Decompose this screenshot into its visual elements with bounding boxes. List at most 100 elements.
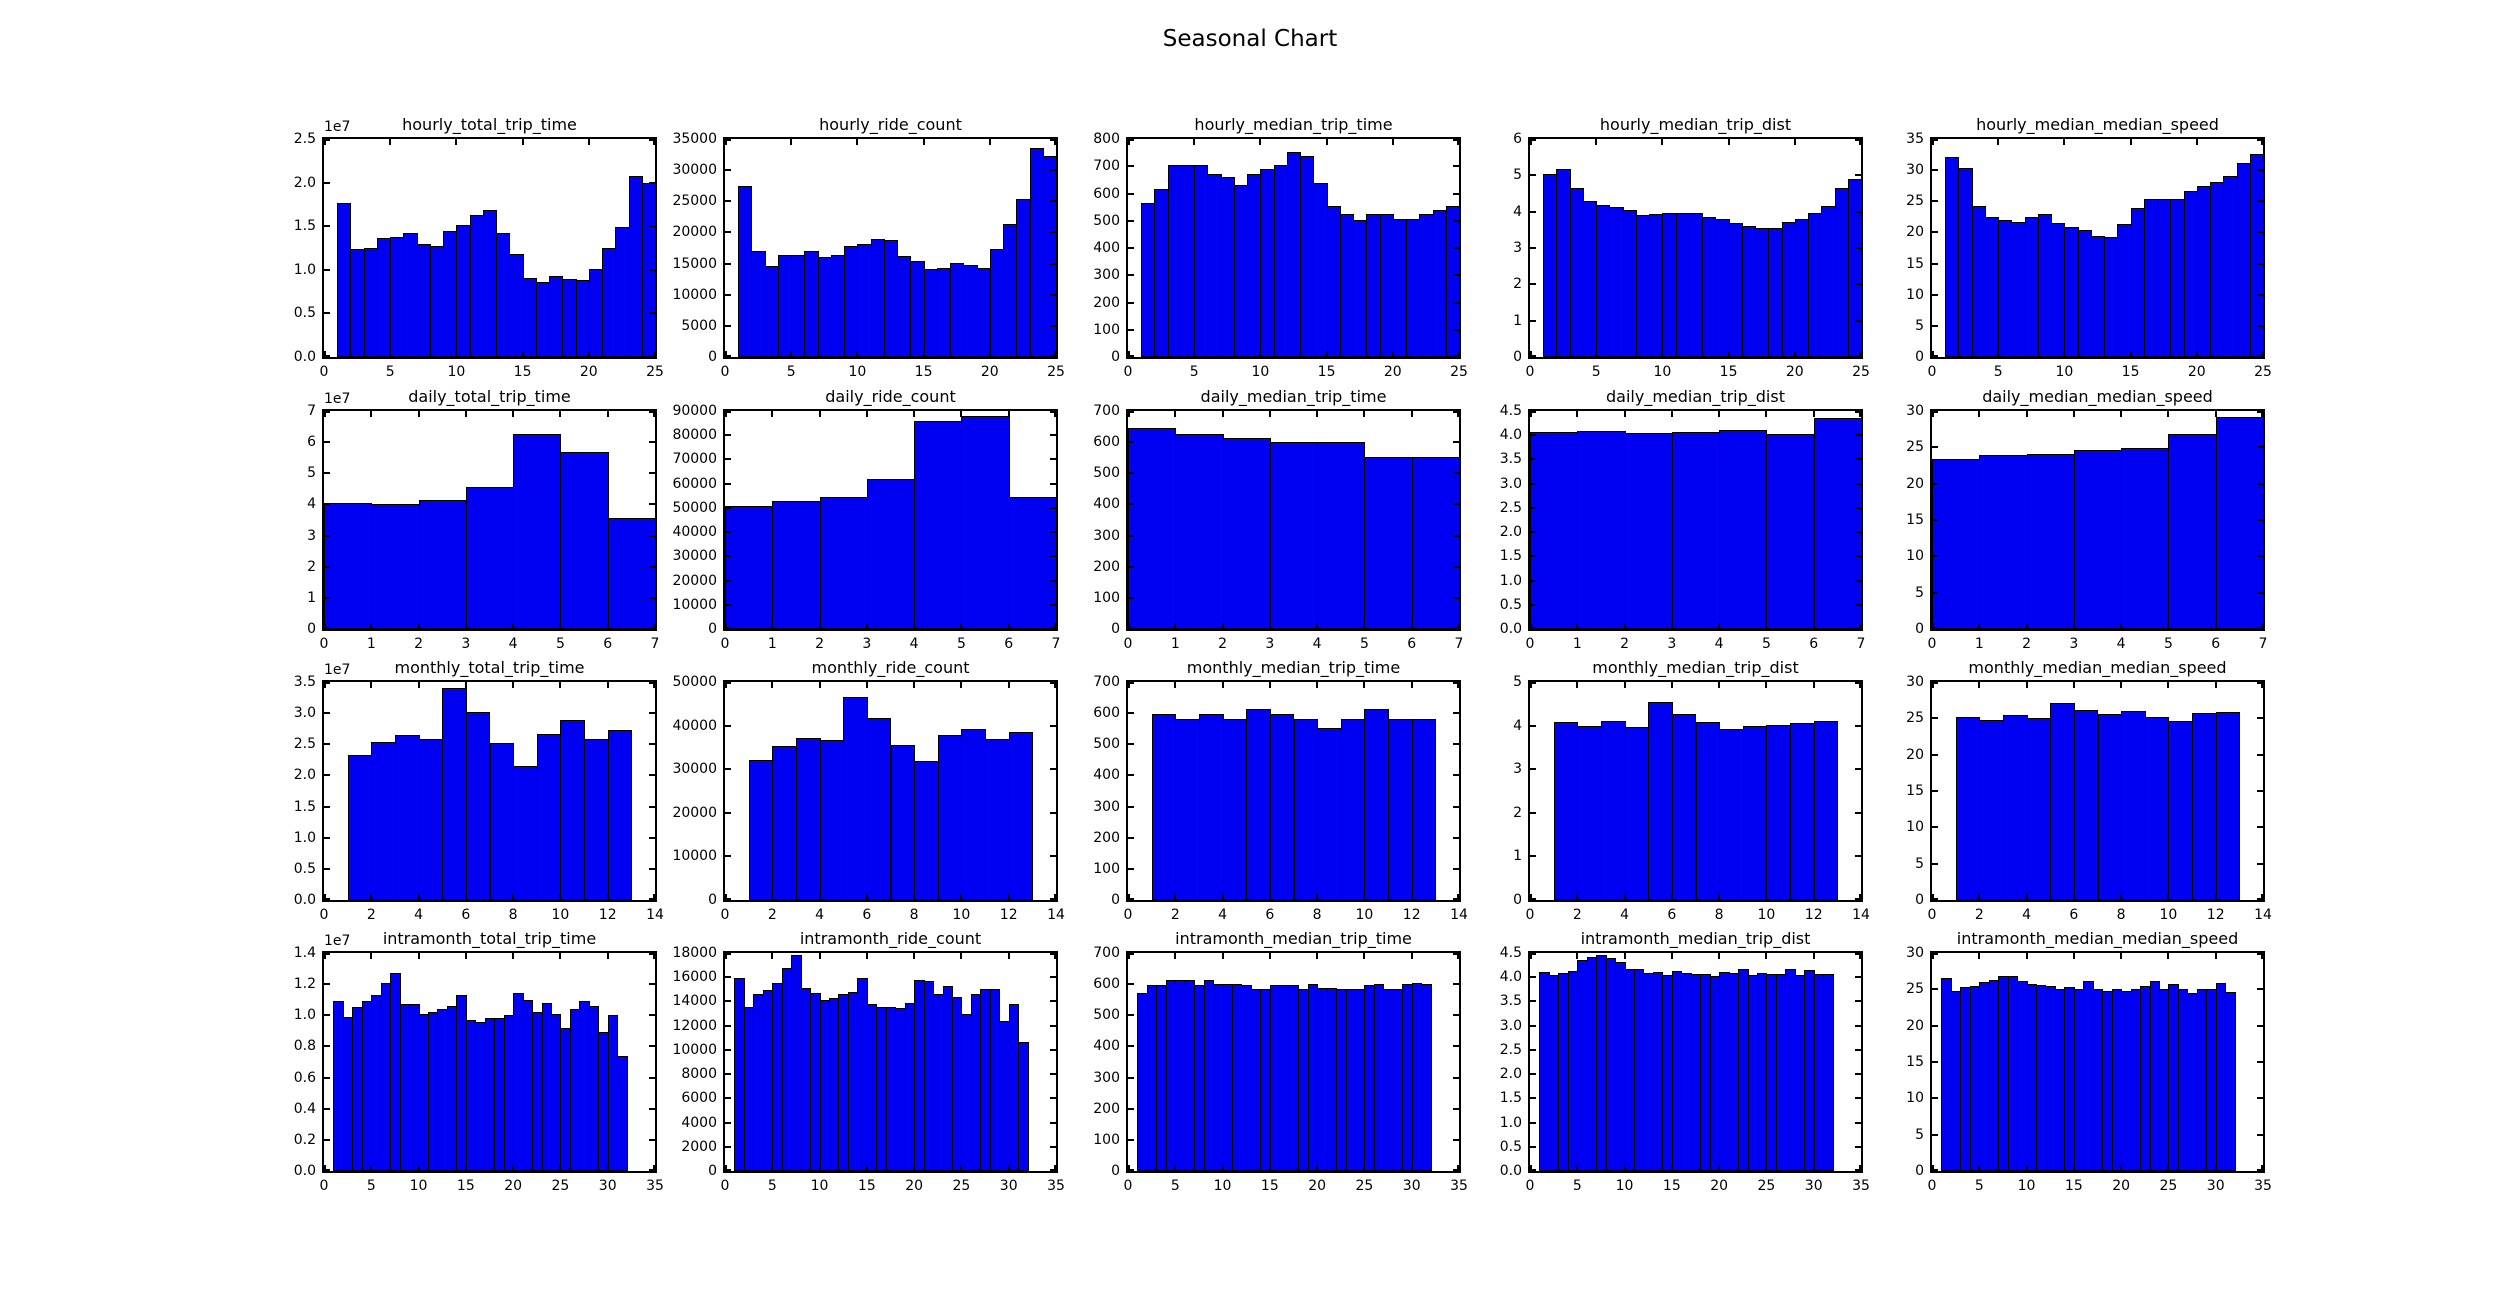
x-tick: [1661, 351, 1664, 357]
y-tick-label: 1.0: [1499, 1114, 1522, 1131]
y-tick-label: 4.0: [1499, 969, 1522, 986]
bar: [1742, 726, 1768, 900]
y-tick-label: 500: [1093, 465, 1120, 482]
x-tick-label: 10: [1653, 364, 1672, 380]
y-tick: [1128, 328, 1134, 331]
bar: [496, 233, 511, 357]
x-tick: [1530, 682, 1532, 688]
bar: [615, 227, 630, 357]
x-tick: [417, 953, 420, 959]
x-tick: [1997, 351, 2000, 357]
x-tick: [653, 351, 655, 357]
bar: [1273, 165, 1288, 357]
x-tick-label: 30: [2206, 1178, 2225, 1194]
x-tick: [389, 139, 392, 145]
bar: [937, 735, 963, 900]
x-tick: [1812, 411, 1815, 417]
bar: [1577, 431, 1626, 629]
y-tick-label: 15: [1906, 512, 1924, 528]
x-tick-label: 2: [1974, 907, 1984, 923]
y-tick: [725, 324, 731, 327]
x-tick: [2063, 351, 2066, 357]
y-tick-label: 0.6: [293, 1069, 316, 1086]
y-tick: [1050, 976, 1056, 979]
y-tick: [1128, 953, 1134, 955]
x-tick-label: 0: [720, 636, 730, 652]
bar: [936, 268, 952, 357]
y-tick-label: 1.2: [293, 976, 316, 993]
x-tick: [370, 623, 373, 629]
y-tick: [324, 411, 330, 413]
y-tick-label: 2.5: [293, 736, 316, 753]
x-tick: [1623, 953, 1626, 959]
y-tick-label: 600: [1093, 185, 1120, 202]
bar: [2196, 186, 2212, 357]
subplot-title: hourly_median_trip_time: [1194, 115, 1393, 134]
x-tick-label: 0: [1525, 364, 1535, 380]
bar: [535, 282, 551, 357]
y-tick: [1050, 1073, 1056, 1076]
y-tick: [1530, 627, 1536, 629]
x-tick-label: 5: [1170, 1178, 1180, 1194]
subplot-monthly_median_median_speed: monthly_median_median_speed 0 2 4 6 8 10 12 14 0 5…: [1906, 658, 2272, 923]
y-tick: [1128, 1169, 1134, 1171]
bar: [819, 497, 868, 629]
bar: [1662, 213, 1677, 357]
bar: [1128, 428, 1177, 629]
x-tick: [512, 682, 515, 688]
y-tick-label: 700: [1093, 158, 1120, 175]
y-tick: [1530, 724, 1536, 727]
bar: [1600, 721, 1626, 900]
y-tick: [1530, 1169, 1536, 1171]
bar: [1339, 214, 1355, 357]
y-tick-label: 15000: [672, 255, 717, 272]
bar: [1260, 169, 1275, 357]
x-tick: [2167, 1165, 2170, 1171]
y-tick: [2257, 555, 2263, 558]
y-tick: [1932, 446, 1938, 449]
y-tick-label: 1.4: [293, 945, 316, 961]
x-tick: [818, 953, 821, 959]
y-tick-label: 30: [1906, 403, 1924, 419]
x-tick: [1268, 953, 1271, 959]
y-tick: [324, 596, 330, 599]
bar: [1042, 156, 1057, 357]
y-tick: [1530, 1000, 1536, 1003]
y-tick-label: 3: [307, 527, 316, 544]
bar: [866, 718, 892, 900]
x-tick-label: 0: [319, 364, 329, 380]
x-tick-label: 5: [1189, 364, 1199, 380]
y-tick-label: 6: [307, 434, 316, 451]
x-tick-label: 3: [2069, 636, 2079, 652]
bar: [522, 278, 537, 357]
x-tick: [865, 411, 868, 417]
y-tick-label: 0.0: [1499, 1163, 1522, 1179]
y-tick: [649, 1014, 655, 1017]
y-tick: [725, 231, 731, 234]
x-tick-label: 2: [1218, 636, 1228, 652]
bar: [560, 452, 609, 629]
bar: [791, 255, 806, 357]
x-tick-label: 10: [447, 364, 466, 380]
y-tick: [1530, 976, 1536, 979]
x-tick-label: 10: [848, 364, 867, 380]
x-tick-label: 0: [1123, 636, 1133, 652]
y-tick: [649, 1045, 655, 1048]
y-tick: [1453, 503, 1459, 506]
x-tick-label: 4: [1312, 636, 1322, 652]
x-tick: [2120, 411, 2123, 417]
x-tick: [464, 411, 467, 417]
y-tick-label: 0.5: [1499, 1138, 1522, 1155]
x-tick: [2120, 1165, 2123, 1171]
y-tick: [1453, 219, 1459, 222]
y-tick: [1050, 1145, 1056, 1148]
bar: [1366, 214, 1381, 357]
y-tick: [324, 534, 330, 537]
x-tick-label: 20: [579, 364, 598, 380]
subplot-monthly_median_trip_dist: monthly_median_trip_dist 0 2 4 6 8 10 12 14 0 1 2 3 4…: [1513, 658, 1870, 923]
bar: [1269, 442, 1319, 629]
y-tick: [324, 225, 330, 228]
x-tick-label: 10: [2017, 1178, 2036, 1194]
bar: [1648, 702, 1673, 900]
y-tick: [725, 682, 731, 684]
